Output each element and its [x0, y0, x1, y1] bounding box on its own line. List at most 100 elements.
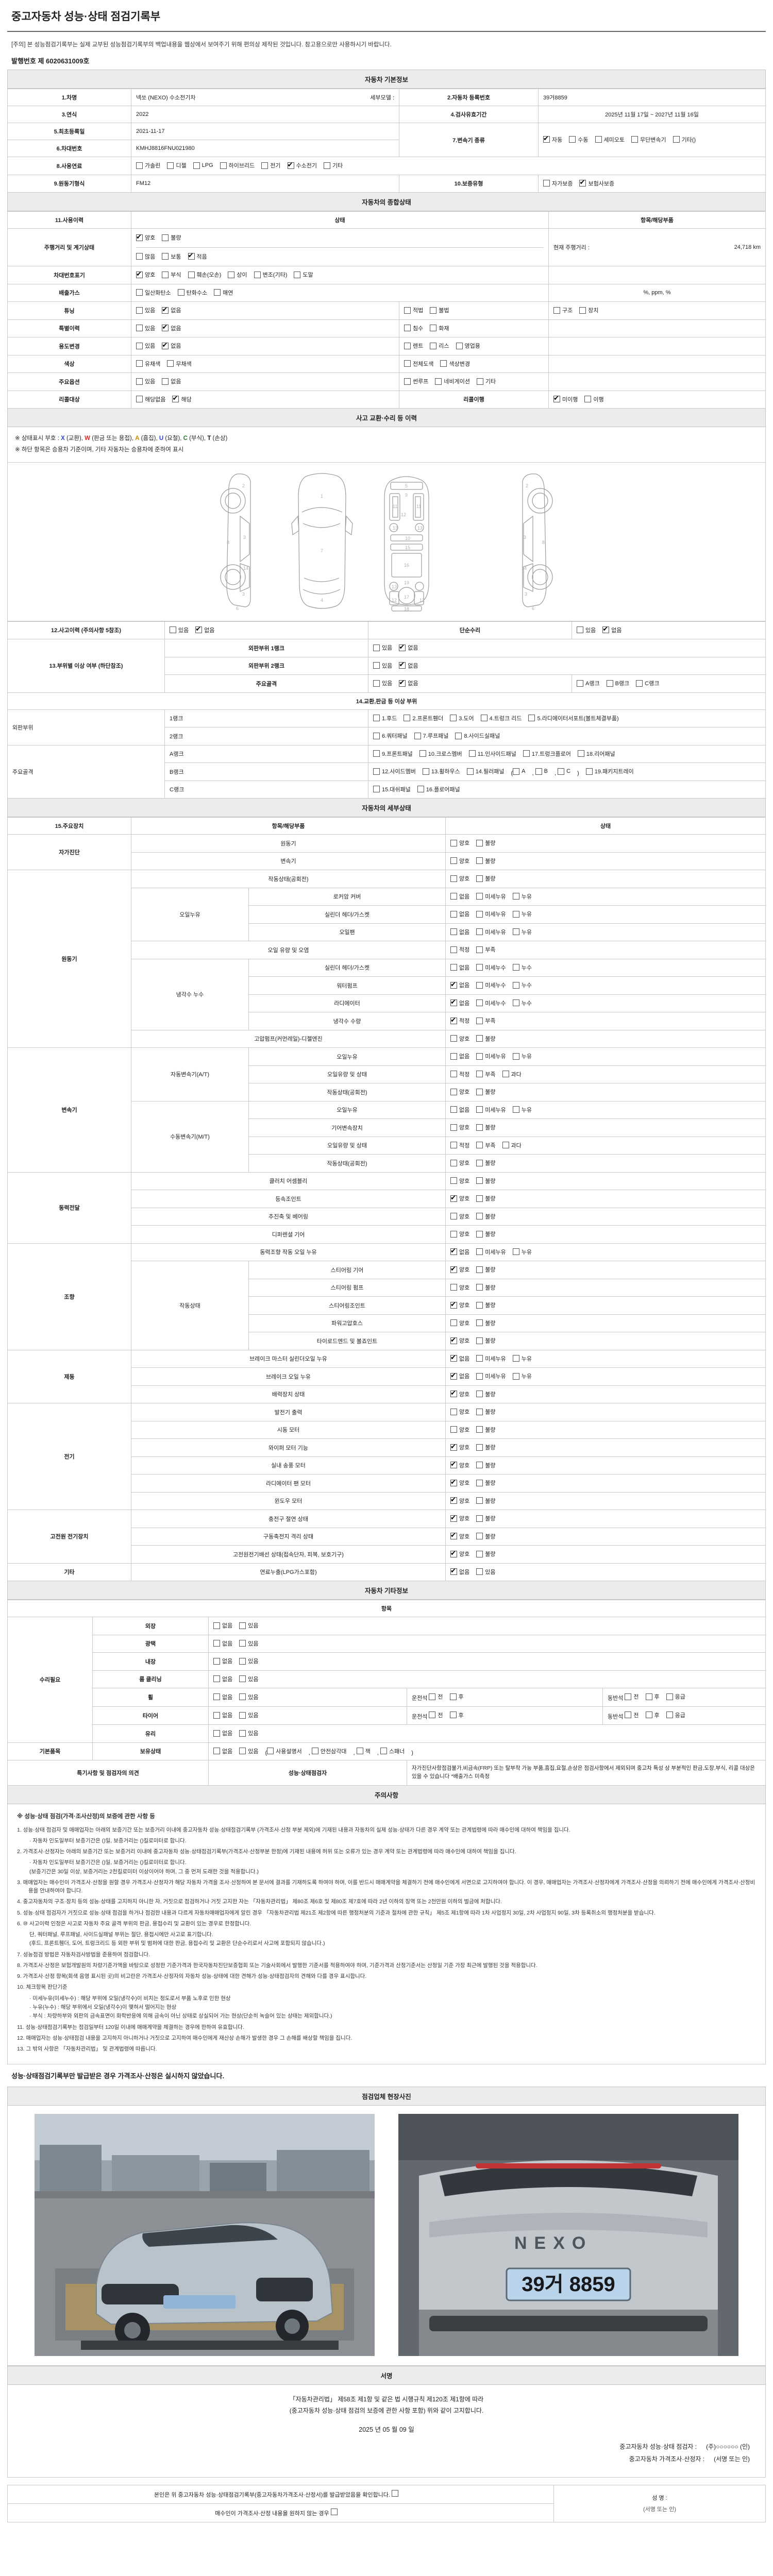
- checkbox-checked[interactable]: 양호: [450, 1194, 469, 1202]
- checkbox[interactable]: 후: [645, 1711, 660, 1719]
- checkbox[interactable]: 미세누유: [476, 1354, 506, 1363]
- checkbox[interactable]: 세미오토: [595, 135, 625, 144]
- checkbox-checked[interactable]: 없음: [450, 980, 469, 989]
- checkbox[interactable]: 미세누수: [476, 981, 506, 989]
- checkbox[interactable]: 보통: [162, 252, 181, 261]
- checkbox[interactable]: 미세누유: [476, 1052, 506, 1060]
- checkbox[interactable]: 16.플로어패널: [417, 785, 460, 793]
- checkbox[interactable]: 누유: [512, 1106, 532, 1114]
- checkbox[interactable]: 이행: [584, 395, 604, 403]
- checkbox[interactable]: 불량: [476, 1230, 496, 1238]
- checkbox[interactable]: 네비게이션: [435, 377, 470, 385]
- checkbox[interactable]: 양호: [450, 1426, 469, 1434]
- checkbox-checked[interactable]: 양호: [450, 1389, 469, 1398]
- checkbox[interactable]: 누유: [512, 928, 532, 936]
- checkbox[interactable]: 훼손(오손): [188, 270, 221, 279]
- checkbox[interactable]: 적정: [450, 945, 469, 954]
- checkbox[interactable]: 누유: [512, 1354, 532, 1363]
- checkbox[interactable]: 불량: [476, 1194, 496, 1202]
- checkbox[interactable]: 있음: [136, 306, 155, 314]
- checkbox-checked[interactable]: 없음: [602, 625, 622, 634]
- checkbox[interactable]: 부족: [476, 945, 496, 954]
- checkbox[interactable]: 있음: [373, 662, 392, 670]
- checkbox[interactable]: 기타: [476, 377, 496, 385]
- checkbox-checked[interactable]: 자동: [543, 134, 562, 144]
- checkbox[interactable]: A: [513, 768, 525, 775]
- checkbox[interactable]: 잭: [356, 1747, 371, 1755]
- checkbox[interactable]: 불량: [476, 1319, 496, 1327]
- checkbox[interactable]: 있음: [239, 1621, 259, 1630]
- checkbox[interactable]: 있음: [239, 1711, 259, 1719]
- checkbox[interactable]: 양호: [450, 1408, 469, 1416]
- checkbox[interactable]: 불량: [476, 1426, 496, 1434]
- checkbox-checked[interactable]: 미이행: [553, 394, 578, 403]
- checkbox[interactable]: C: [558, 768, 570, 775]
- checkbox[interactable]: 사용설명서: [267, 1747, 302, 1755]
- checkbox[interactable]: 불량: [476, 1212, 496, 1221]
- checkbox[interactable]: 미세누유: [476, 1372, 506, 1380]
- checkbox[interactable]: 불량: [476, 874, 496, 883]
- checkbox[interactable]: 있음: [239, 1675, 259, 1683]
- checkbox[interactable]: B: [535, 768, 548, 775]
- checkbox[interactable]: 불량: [476, 1532, 496, 1540]
- checkbox[interactable]: 8.사이드실패널: [455, 732, 500, 740]
- checkbox-checked[interactable]: 없음: [162, 341, 181, 350]
- checkbox[interactable]: 영업용: [456, 342, 480, 350]
- checkbox[interactable]: 누유: [512, 910, 532, 918]
- checkbox-checked[interactable]: 적정: [450, 1016, 469, 1025]
- checkbox-checked[interactable]: 양호: [450, 1514, 469, 1522]
- checkbox[interactable]: 가솔린: [136, 161, 160, 170]
- checkbox[interactable]: 렌트: [404, 342, 423, 350]
- checkbox[interactable]: 미세누수: [476, 963, 506, 972]
- checkbox[interactable]: 양호: [450, 1088, 469, 1096]
- checkbox[interactable]: 누수: [512, 981, 532, 989]
- checkbox[interactable]: 없음: [213, 1621, 232, 1630]
- checkbox[interactable]: 스패너: [380, 1747, 405, 1755]
- checkbox[interactable]: [392, 2489, 400, 2497]
- checkbox[interactable]: 있음: [239, 1729, 259, 1737]
- checkbox[interactable]: 부족: [476, 1016, 496, 1025]
- checkbox[interactable]: 불량: [476, 1408, 496, 1416]
- checkbox-checked[interactable]: 양호: [450, 1478, 469, 1487]
- checkbox[interactable]: 과다: [502, 1141, 522, 1149]
- checkbox[interactable]: 부족: [476, 1070, 496, 1078]
- checkbox[interactable]: 부족: [476, 1141, 496, 1149]
- checkbox[interactable]: 화재: [430, 324, 449, 332]
- checkbox[interactable]: 양호: [450, 1230, 469, 1238]
- checkbox[interactable]: 없음: [450, 910, 469, 918]
- checkbox[interactable]: 양호: [450, 1177, 469, 1185]
- checkbox[interactable]: 양호: [450, 1159, 469, 1167]
- checkbox[interactable]: 불량: [476, 857, 496, 865]
- checkbox[interactable]: 없음: [450, 928, 469, 936]
- checkbox[interactable]: A랭크: [577, 679, 600, 687]
- checkbox[interactable]: 무단변속기: [631, 135, 666, 144]
- checkbox[interactable]: 있음: [476, 1568, 496, 1576]
- checkbox[interactable]: 양호: [450, 1319, 469, 1327]
- checkbox[interactable]: 양호: [450, 1212, 469, 1221]
- checkbox[interactable]: 양호: [450, 1035, 469, 1043]
- checkbox-checked[interactable]: 양호: [450, 1300, 469, 1309]
- checkbox[interactable]: 유채색: [136, 360, 160, 368]
- checkbox[interactable]: 없음: [450, 963, 469, 972]
- checkbox[interactable]: 13.휠하우스: [422, 767, 460, 775]
- checkbox[interactable]: 디젤: [167, 161, 187, 170]
- checkbox[interactable]: 불량: [476, 1514, 496, 1522]
- checkbox[interactable]: 불법: [430, 306, 449, 314]
- checkbox[interactable]: 없음: [213, 1747, 232, 1755]
- checkbox[interactable]: 전체도색: [404, 360, 433, 368]
- checkbox-checked[interactable]: 적음: [188, 251, 207, 261]
- checkbox[interactable]: 있음: [136, 342, 155, 350]
- checkbox-checked[interactable]: 없음: [450, 998, 469, 1007]
- checkbox[interactable]: 있음: [136, 324, 155, 332]
- checkbox-checked[interactable]: 양호: [450, 1549, 469, 1558]
- checkbox[interactable]: 자가보증: [543, 179, 573, 188]
- checkbox-checked[interactable]: 양호: [136, 233, 155, 242]
- checkbox[interactable]: 2.프론트휀더: [404, 714, 443, 722]
- checkbox[interactable]: 전: [429, 1692, 443, 1701]
- checkbox[interactable]: 15.대쉬패널: [373, 785, 411, 793]
- checkbox-checked[interactable]: 없음: [450, 1247, 469, 1256]
- checkbox[interactable]: 불량: [476, 1550, 496, 1558]
- checkbox-checked[interactable]: 양호: [450, 1531, 469, 1540]
- checkbox[interactable]: 없음: [213, 1675, 232, 1683]
- checkbox[interactable]: 누수: [512, 999, 532, 1007]
